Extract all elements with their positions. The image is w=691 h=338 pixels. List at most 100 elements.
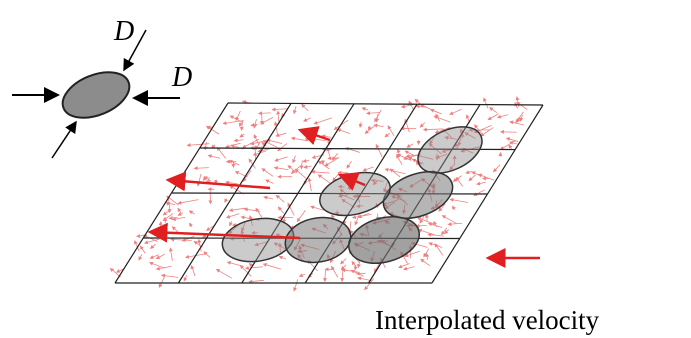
velocity-vector <box>256 208 262 217</box>
velocity-vector <box>230 208 246 211</box>
velocity-vector <box>510 122 524 125</box>
velocity-vector <box>405 151 414 155</box>
velocity-vector <box>418 218 434 224</box>
velocity-vector <box>301 160 302 168</box>
velocity-vector <box>294 279 298 290</box>
velocity-vector <box>498 115 508 118</box>
particle-group: D D <box>12 16 192 158</box>
velocity-vector <box>293 156 295 163</box>
velocity-vector <box>275 157 288 161</box>
velocity-vector <box>347 161 351 168</box>
velocity-vector <box>507 138 519 141</box>
velocity-vector <box>150 263 165 269</box>
velocity-vector <box>230 221 232 226</box>
velocity-vector <box>374 125 384 127</box>
velocity-vector <box>448 223 462 224</box>
velocity-vector <box>360 122 361 127</box>
velocity-vector <box>266 180 274 184</box>
velocity-vector <box>318 175 330 183</box>
velocity-vector <box>484 98 488 108</box>
velocity-vector <box>139 254 142 260</box>
velocity-vector <box>217 147 226 158</box>
velocity-vector <box>376 145 382 157</box>
velocity-vector <box>191 266 195 276</box>
particle <box>56 63 136 126</box>
velocity-vector <box>474 190 485 196</box>
velocity-vector <box>140 246 145 253</box>
velocity-vector <box>428 234 444 236</box>
velocity-vector <box>325 269 326 281</box>
velocity-vector <box>171 239 192 240</box>
velocity-vector <box>452 206 454 210</box>
velocity-vector <box>342 269 343 281</box>
velocity-vector <box>249 280 264 281</box>
velocity-vector <box>278 207 283 213</box>
velocity-vector <box>516 112 524 123</box>
velocity-vector <box>254 119 256 127</box>
particles-on-grid <box>219 118 489 271</box>
velocity-vector <box>294 106 296 113</box>
particle <box>315 165 395 222</box>
velocity-vector <box>399 264 410 268</box>
velocity-vector <box>472 172 480 176</box>
velocity-vector <box>469 175 476 181</box>
velocity-vector <box>267 140 282 144</box>
velocity-vector <box>178 200 198 204</box>
velocity-vector <box>302 104 309 111</box>
velocity-vector <box>312 172 330 173</box>
velocity-vector <box>419 230 436 236</box>
velocity-vector <box>488 114 498 120</box>
velocity-vector <box>246 267 263 269</box>
velocity-vector <box>466 171 472 173</box>
force-label: D <box>113 16 134 47</box>
velocity-vector <box>169 217 177 218</box>
velocity-vector <box>204 252 210 258</box>
velocity-vector <box>479 174 495 180</box>
velocity-vector <box>319 161 330 169</box>
velocity-vector <box>442 228 447 235</box>
velocity-vector <box>295 169 306 178</box>
velocity-vector <box>338 129 350 133</box>
velocity-vector <box>184 275 187 281</box>
velocity-vector <box>249 159 255 169</box>
velocity-vector <box>398 149 399 154</box>
velocity-vector <box>262 169 273 177</box>
velocity-vector <box>494 165 501 172</box>
velocity-vector <box>151 244 156 248</box>
velocity-vector <box>363 167 374 171</box>
velocity-vector <box>170 248 172 261</box>
velocity-vector <box>367 113 380 114</box>
velocity-vector <box>243 139 259 147</box>
velocity-vector <box>421 105 438 113</box>
velocity-vector <box>251 124 257 125</box>
diagram: D D Interpolated velocity <box>0 0 691 338</box>
velocity-vector <box>407 144 413 147</box>
velocity-vector <box>427 254 428 260</box>
flow-arrow <box>168 180 270 188</box>
velocity-vector <box>208 155 220 158</box>
velocity-vector <box>163 213 173 220</box>
velocity-vector <box>304 118 311 121</box>
flow-arrow <box>300 130 330 140</box>
velocity-vector <box>388 126 394 136</box>
velocity-vector <box>297 210 305 221</box>
velocity-vector <box>450 109 462 114</box>
velocity-vector <box>501 141 515 149</box>
velocity-vector <box>515 103 518 109</box>
velocity-vector <box>328 158 339 159</box>
velocity-vector <box>342 270 358 272</box>
velocity-vector <box>420 123 424 128</box>
velocity-vector <box>385 133 390 137</box>
velocity-vector <box>226 143 241 147</box>
velocity-vector <box>375 110 382 122</box>
force-label: D <box>171 62 192 93</box>
velocity-vector <box>477 182 486 184</box>
velocity-vector <box>159 277 164 288</box>
velocity-vector <box>194 168 208 169</box>
velocity-vector <box>217 269 232 278</box>
velocity-vector <box>178 213 183 215</box>
velocity-vector <box>435 244 443 256</box>
velocity-vector <box>424 249 429 257</box>
velocity-vector <box>242 121 243 130</box>
velocity-vector <box>227 262 243 266</box>
